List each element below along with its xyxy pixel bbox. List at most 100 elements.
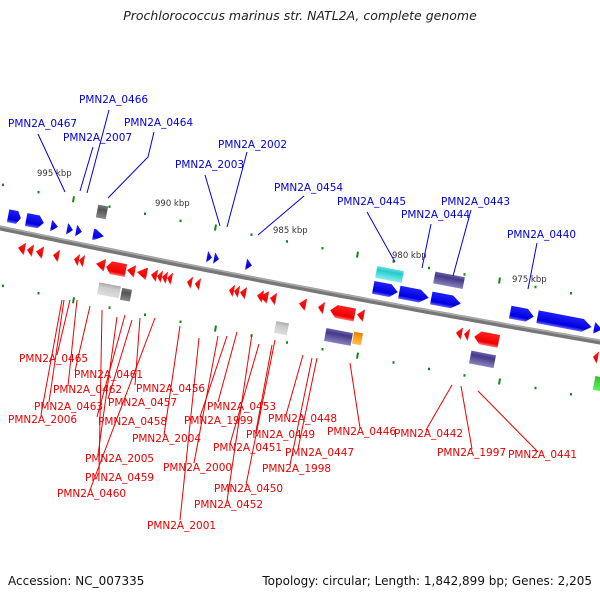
reverse-gene-arrow — [157, 270, 164, 283]
tick-outer-major — [214, 224, 217, 231]
reverse-gene-arrow — [27, 244, 35, 257]
forward-gene-label: PMN2A_0466 — [79, 94, 148, 106]
forward-gene-arrow — [398, 285, 429, 303]
map-title: Prochlorococcus marinus str. NATL2A, com… — [123, 8, 477, 23]
tick-outer — [37, 190, 40, 194]
reverse-leader-line — [97, 316, 118, 456]
reverse-leader-line — [199, 335, 228, 418]
reverse-gene-arrow — [74, 254, 81, 267]
reverse-gene-arrow — [195, 278, 202, 291]
reverse-gene-label: PMN2A_2005 — [85, 453, 154, 465]
backbone-layer — [0, 225, 600, 345]
reverse-leader-line — [134, 317, 141, 386]
leader-layer — [37, 109, 539, 521]
tick-inner — [179, 320, 182, 324]
tick-outer — [286, 240, 288, 243]
forward-gene-arrow — [66, 223, 73, 235]
forward-gene-label: PMN2A_0454 — [274, 182, 343, 194]
tick-inner — [108, 306, 111, 309]
reverse-leader-line — [89, 317, 156, 491]
reverse-leader-line — [179, 337, 200, 521]
reverse-gene-arrow — [18, 243, 27, 256]
reverse-leader-line — [163, 325, 181, 436]
reverse-gene-arrow — [229, 285, 236, 297]
reverse-leader-line — [229, 343, 260, 445]
tick-inner — [37, 291, 40, 295]
forward-gene-arrow — [508, 305, 534, 322]
tick-outer — [534, 285, 537, 289]
tick-outer — [428, 266, 430, 270]
reverse-gene-arrow — [464, 328, 471, 341]
cog-box — [351, 331, 364, 346]
tick-outer — [108, 205, 111, 208]
reverse-gene-arrow — [240, 287, 248, 300]
reverse-leader-line — [48, 299, 65, 403]
tick-inner-major — [356, 352, 359, 359]
reverse-gene-label: PMN2A_0452 — [194, 499, 263, 511]
reverse-leader-line — [425, 384, 453, 431]
forward-leader-line — [86, 109, 110, 194]
forward-gene-label: PMN2A_2003 — [175, 159, 244, 171]
reverse-gene-arrow — [187, 276, 194, 289]
tick-outer-major — [356, 251, 359, 258]
forward-gene-label: PMN2A_0467 — [8, 118, 77, 130]
reverse-gene-arrow — [167, 272, 174, 285]
forward-gene-label: PMN2A_0445 — [337, 196, 406, 208]
forward-gene-label: PMN2A_2002 — [218, 139, 287, 151]
reverse-gene-label: PMN2A_0450 — [214, 483, 283, 495]
forward-gene-arrow — [6, 209, 21, 224]
forward-leader-line — [527, 242, 538, 290]
forward-gene-label: PMN2A_0444 — [401, 209, 470, 221]
reverse-gene-label: PMN2A_0442 — [394, 428, 463, 440]
reverse-gene-arrow — [270, 293, 278, 306]
reverse-gene-label: PMN2A_0465 — [19, 353, 88, 365]
cog-box — [433, 271, 465, 290]
genome-summary-text: Topology: circular; Length: 1,842,899 bp… — [262, 574, 592, 588]
tick-outer — [144, 212, 146, 216]
reverse-gene-label: PMN2A_0453 — [207, 401, 276, 413]
forward-gene-label: PMN2A_0464 — [124, 117, 193, 129]
reverse-gene-arrow — [162, 271, 169, 284]
forward-leader-line — [226, 151, 248, 228]
scale-label: 995 kbp — [37, 169, 72, 179]
reverse-leader-line — [297, 357, 318, 450]
forward-leader-line — [421, 223, 432, 269]
forward-leader-line — [37, 133, 66, 193]
forward-leader-line — [452, 209, 472, 277]
reverse-gene-arrow — [330, 305, 356, 322]
reverse-gene-label: PMN2A_0448 — [268, 413, 337, 425]
rna-gene-box — [97, 282, 121, 299]
tick-inner — [463, 374, 466, 377]
reverse-gene-arrow — [137, 267, 149, 280]
reverse-gene-label: PMN2A_0457 — [108, 397, 177, 409]
reverse-leader-line — [56, 299, 71, 356]
reverse-gene-label: PMN2A_0447 — [285, 447, 354, 459]
reverse-gene-arrow — [106, 261, 128, 277]
reverse-gene-arrow — [318, 302, 326, 315]
forward-gene-label: PMN2A_2007 — [63, 132, 132, 144]
tick-outer — [463, 273, 466, 276]
scale-label: 975 kbp — [512, 275, 547, 285]
forward-leader-line — [204, 174, 221, 227]
forward-gene-label: PMN2A_0440 — [507, 229, 576, 241]
reverse-gene-label: PMN2A_2001 — [147, 520, 216, 532]
reverse-gene-label: PMN2A_1998 — [262, 463, 331, 475]
cog-box — [375, 266, 404, 283]
tick-inner — [321, 347, 324, 351]
reverse-gene-arrow — [260, 291, 270, 304]
tick-inner-major — [72, 297, 75, 304]
forward-gene-arrow — [536, 310, 592, 332]
forward-gene-arrow — [92, 228, 104, 240]
forward-leader-line — [257, 195, 305, 236]
tick-outer — [2, 183, 4, 187]
reverse-gene-label: PMN2A_0451 — [213, 442, 282, 454]
reverse-gene-label: PMN2A_0463 — [34, 401, 103, 413]
forward-gene-arrow — [206, 251, 212, 263]
reverse-gene-label: PMN2A_0446 — [327, 426, 396, 438]
tick-inner — [570, 392, 572, 396]
reverse-leader-line — [98, 309, 103, 475]
reverse-gene-arrow — [53, 250, 61, 263]
reverse-gene-label: PMN2A_0462 — [53, 384, 122, 396]
reverse-leader-line — [217, 331, 238, 403]
